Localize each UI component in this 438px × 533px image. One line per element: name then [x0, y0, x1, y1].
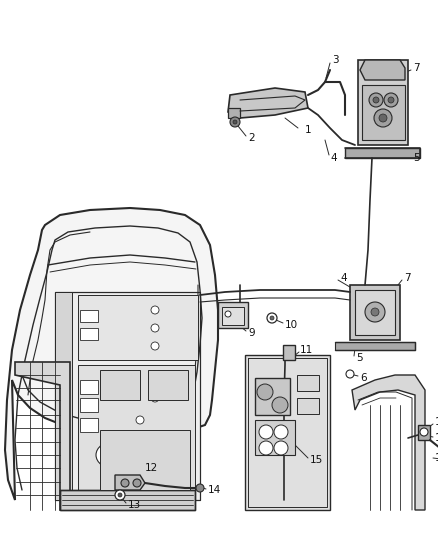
Polygon shape [228, 88, 308, 118]
Bar [80, 418, 98, 432]
Polygon shape [60, 490, 195, 510]
Polygon shape [350, 285, 400, 340]
Text: 7: 7 [404, 273, 411, 283]
Circle shape [270, 316, 274, 320]
Circle shape [151, 394, 159, 402]
Text: 15: 15 [310, 455, 323, 465]
Polygon shape [358, 60, 408, 145]
Bar [222, 307, 244, 325]
Text: 18: 18 [435, 453, 438, 463]
Text: 7: 7 [413, 63, 420, 73]
Text: 14: 14 [208, 485, 221, 495]
Polygon shape [345, 148, 420, 158]
Polygon shape [55, 292, 72, 500]
Polygon shape [355, 290, 395, 335]
Ellipse shape [96, 441, 134, 469]
Circle shape [384, 93, 398, 107]
Bar [297, 398, 319, 414]
Polygon shape [15, 362, 70, 510]
Circle shape [420, 428, 428, 436]
Circle shape [136, 436, 144, 444]
Bar [80, 310, 98, 322]
Text: 6: 6 [360, 373, 367, 383]
Text: 9: 9 [248, 328, 254, 338]
Circle shape [267, 313, 277, 323]
Text: 1: 1 [305, 125, 311, 135]
Circle shape [259, 441, 273, 455]
Circle shape [274, 425, 288, 439]
Circle shape [259, 425, 273, 439]
Circle shape [388, 97, 394, 103]
Text: 17: 17 [435, 433, 438, 443]
Polygon shape [5, 208, 218, 500]
Polygon shape [255, 420, 295, 455]
Circle shape [118, 493, 122, 497]
Polygon shape [362, 85, 405, 140]
Circle shape [151, 342, 159, 350]
Circle shape [115, 490, 125, 500]
Circle shape [274, 441, 288, 455]
Circle shape [164, 456, 172, 464]
Circle shape [164, 436, 172, 444]
Circle shape [151, 376, 159, 384]
Polygon shape [335, 342, 415, 350]
Text: 3: 3 [332, 55, 339, 65]
Bar [100, 370, 140, 400]
Circle shape [346, 370, 354, 378]
Circle shape [365, 302, 385, 322]
Circle shape [272, 397, 288, 413]
Circle shape [369, 93, 383, 107]
Circle shape [136, 456, 144, 464]
Polygon shape [55, 292, 200, 500]
Polygon shape [228, 108, 240, 118]
Bar [297, 375, 319, 391]
Circle shape [371, 308, 379, 316]
Text: 11: 11 [300, 345, 313, 355]
Circle shape [379, 114, 387, 122]
Circle shape [196, 484, 204, 492]
Circle shape [151, 306, 159, 314]
Bar [80, 328, 98, 340]
Circle shape [373, 97, 379, 103]
Circle shape [374, 109, 392, 127]
Circle shape [133, 479, 141, 487]
Text: 16: 16 [435, 417, 438, 427]
Polygon shape [352, 375, 425, 510]
Text: 5: 5 [356, 353, 363, 363]
Polygon shape [255, 378, 290, 415]
Circle shape [151, 324, 159, 332]
Circle shape [233, 120, 237, 124]
Text: 12: 12 [145, 463, 158, 473]
Circle shape [121, 479, 129, 487]
Bar [148, 370, 188, 400]
Polygon shape [218, 302, 248, 328]
Polygon shape [115, 475, 145, 490]
Circle shape [230, 117, 240, 127]
Polygon shape [78, 295, 198, 360]
Bar [100, 430, 190, 490]
Circle shape [136, 416, 144, 424]
Text: 10: 10 [285, 320, 298, 330]
Text: 13: 13 [128, 500, 141, 510]
Circle shape [257, 384, 273, 400]
Text: 2: 2 [248, 133, 254, 143]
Polygon shape [418, 425, 430, 440]
Bar [80, 398, 98, 412]
Polygon shape [78, 365, 195, 497]
Text: 5: 5 [413, 153, 420, 163]
Polygon shape [283, 345, 295, 360]
Polygon shape [360, 60, 405, 80]
Polygon shape [245, 355, 330, 510]
Circle shape [225, 311, 231, 317]
Text: 4: 4 [340, 273, 346, 283]
Bar [80, 380, 98, 394]
Text: 4: 4 [330, 153, 337, 163]
